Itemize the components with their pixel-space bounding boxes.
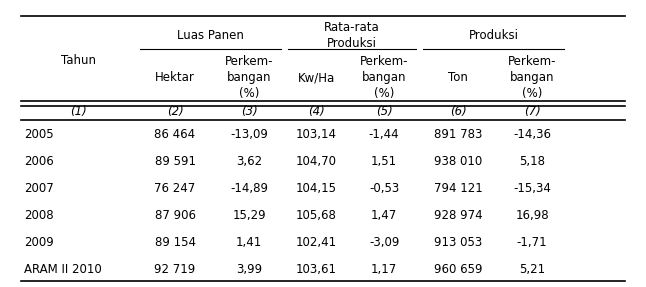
Text: -14,36: -14,36: [513, 128, 551, 141]
Text: 103,14: 103,14: [296, 128, 337, 141]
Text: 103,61: 103,61: [296, 263, 337, 276]
Text: (5): (5): [376, 105, 393, 118]
Text: 928 974: 928 974: [433, 209, 483, 222]
Text: 102,41: 102,41: [296, 236, 337, 249]
Text: (1): (1): [70, 105, 87, 118]
Text: ARAM II 2010: ARAM II 2010: [24, 263, 101, 276]
Text: Luas Panen: Luas Panen: [177, 30, 244, 42]
Text: 76 247: 76 247: [154, 182, 196, 195]
Text: 104,15: 104,15: [296, 182, 337, 195]
Text: -15,34: -15,34: [513, 182, 551, 195]
Text: 15,29: 15,29: [232, 209, 266, 222]
Text: -1,71: -1,71: [517, 236, 547, 249]
Text: -1,44: -1,44: [369, 128, 399, 141]
Text: (4): (4): [308, 105, 325, 118]
Text: 86 464: 86 464: [154, 128, 196, 141]
Text: 105,68: 105,68: [296, 209, 337, 222]
Text: 960 659: 960 659: [434, 263, 483, 276]
Text: Kw/Ha: Kw/Ha: [298, 71, 335, 84]
Text: 1,41: 1,41: [236, 236, 262, 249]
Text: 5,18: 5,18: [519, 155, 545, 168]
Text: 913 053: 913 053: [434, 236, 482, 249]
Text: -0,53: -0,53: [369, 182, 399, 195]
Text: 2008: 2008: [24, 209, 54, 222]
Text: 1,47: 1,47: [371, 209, 397, 222]
Text: Tahun: Tahun: [61, 54, 96, 67]
Text: (3): (3): [241, 105, 257, 118]
Text: 89 591: 89 591: [154, 155, 196, 168]
Text: 1,17: 1,17: [371, 263, 397, 276]
Text: (2): (2): [167, 105, 183, 118]
Text: (6): (6): [450, 105, 466, 118]
Text: (7): (7): [524, 105, 541, 118]
Text: Perkem-
bangan
(%): Perkem- bangan (%): [360, 55, 408, 100]
Text: Perkem-
bangan
(%): Perkem- bangan (%): [508, 55, 556, 100]
Text: 5,21: 5,21: [519, 263, 545, 276]
Text: 104,70: 104,70: [296, 155, 337, 168]
Text: 16,98: 16,98: [516, 209, 549, 222]
Text: 938 010: 938 010: [434, 155, 482, 168]
Text: 3,62: 3,62: [236, 155, 262, 168]
Text: 89 154: 89 154: [154, 236, 196, 249]
Text: 87 906: 87 906: [154, 209, 196, 222]
Text: -3,09: -3,09: [369, 236, 399, 249]
Text: 2009: 2009: [24, 236, 54, 249]
Text: Ton: Ton: [448, 71, 468, 84]
Text: 2005: 2005: [24, 128, 54, 141]
Text: 3,99: 3,99: [236, 263, 262, 276]
Text: Produksi: Produksi: [468, 30, 519, 42]
Text: 891 783: 891 783: [434, 128, 483, 141]
Text: 92 719: 92 719: [154, 263, 196, 276]
Text: -14,89: -14,89: [230, 182, 268, 195]
Text: Hektar: Hektar: [155, 71, 195, 84]
Text: 794 121: 794 121: [433, 182, 483, 195]
Text: 2006: 2006: [24, 155, 54, 168]
Text: -13,09: -13,09: [230, 128, 268, 141]
Text: Rata-rata
Produksi: Rata-rata Produksi: [324, 22, 380, 51]
Text: 1,51: 1,51: [371, 155, 397, 168]
Text: Perkem-
bangan
(%): Perkem- bangan (%): [225, 55, 273, 100]
Text: 2007: 2007: [24, 182, 54, 195]
